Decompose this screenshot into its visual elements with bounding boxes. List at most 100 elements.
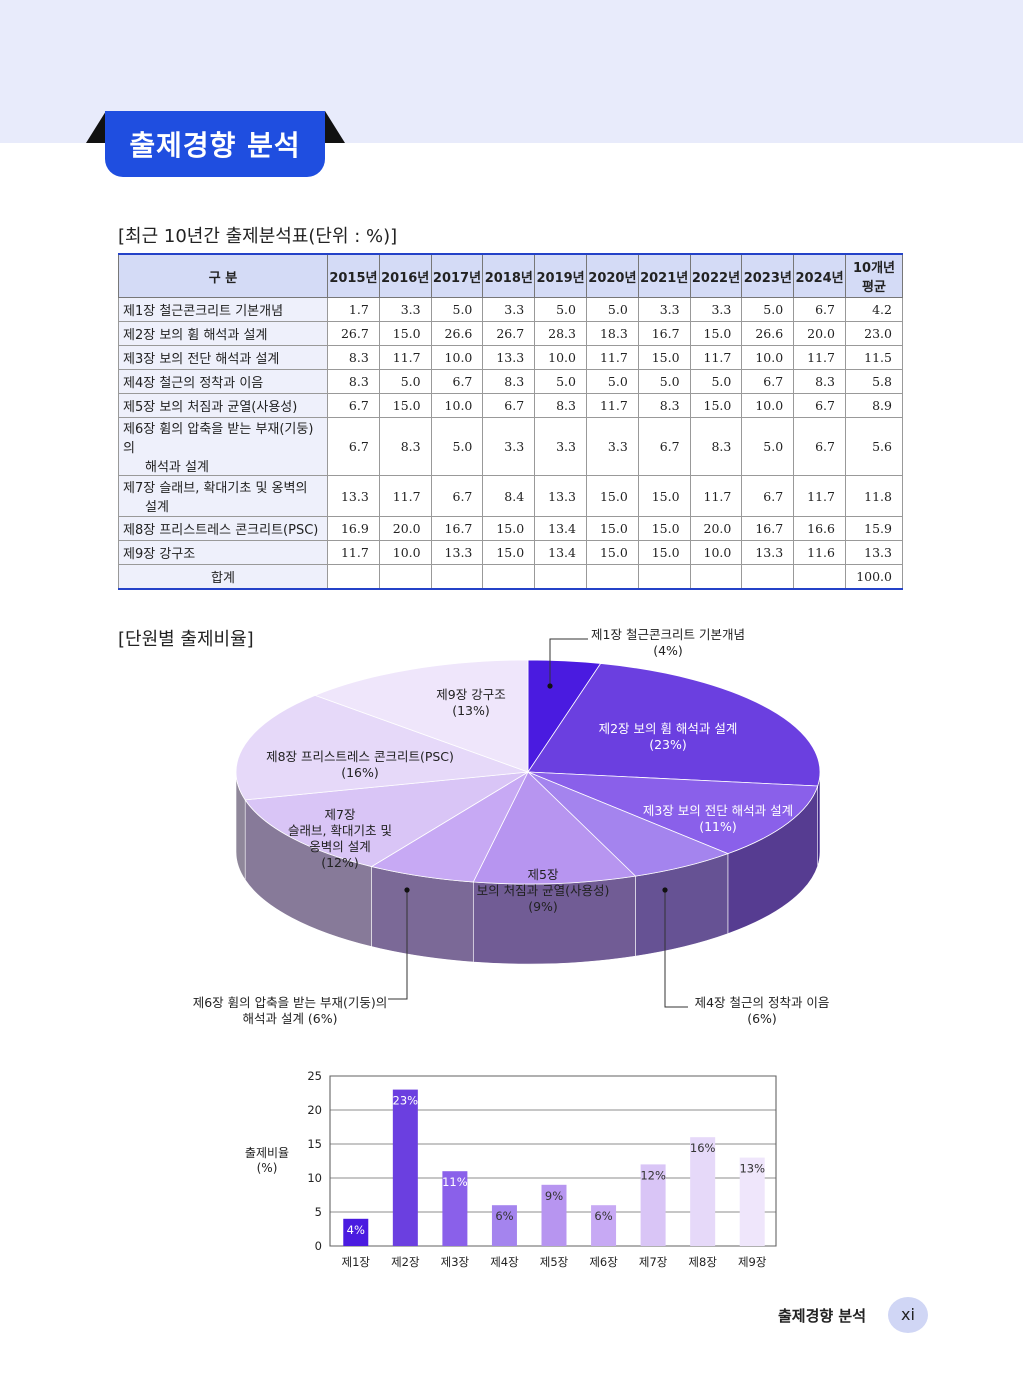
table-cell: 6.7	[637, 417, 691, 476]
table-cell: 15.0	[637, 345, 691, 370]
table-cell: 10.0	[430, 345, 484, 370]
table-row: 제8장 프리스트레스 콘크리트(PSC) 16.9 20.0 16.7 15.0 13.4…	[118, 516, 903, 541]
table-cell-empty	[327, 564, 380, 590]
bar	[392, 1089, 418, 1246]
table-cell: 3.3	[482, 297, 536, 322]
pie-chart: 제1장 철근콘크리트 기본개념(4%) 제2장 보의 휨 해석과 설계(23%) 제…	[193, 627, 830, 1026]
table-cell: 6.7	[430, 369, 484, 394]
table-cell: 15.0	[585, 540, 639, 565]
table-cell: 28.3	[534, 321, 587, 346]
table-cell-empty	[689, 564, 743, 590]
row-label-line1: 제9장 강구조	[123, 547, 196, 562]
bar-data-label: 16%	[690, 1141, 716, 1155]
table-cell: 6.7	[327, 417, 380, 476]
table-cell: 11.7	[793, 475, 846, 517]
row-label: 제7장 슬래브, 확대기초 및 옹벽의 설계	[118, 475, 328, 517]
table-cell: 26.7	[482, 321, 536, 346]
table-cell: 8.3	[534, 393, 587, 418]
pie-leader-line	[549, 638, 588, 686]
table-cell: 10.0	[378, 540, 432, 565]
table-head-year: 2017년	[430, 253, 484, 298]
bar-data-label: 6%	[594, 1209, 612, 1223]
bar-data-label: 6%	[495, 1209, 513, 1223]
total-label: 합계	[118, 564, 328, 590]
y-tick-label: 10	[307, 1171, 322, 1185]
table-row: 제5장 보의 처짐과 균열(사용성) 6.7 15.0 10.0 6.7 8.3 11.7 8…	[118, 393, 903, 418]
x-tick-label: 제2장	[391, 1255, 420, 1269]
pie-slice-label: (11%)	[699, 819, 737, 834]
table-cell: 15.0	[585, 516, 639, 541]
table-head-year: 2016년	[378, 253, 432, 298]
table-cell: 11.7	[689, 345, 743, 370]
table-cell-empty	[430, 564, 484, 590]
x-tick-label: 제8장	[688, 1255, 717, 1269]
pie-slice	[314, 659, 529, 773]
pie-slice-label: 제2장 보의 휨 해석과 설계	[599, 721, 738, 736]
y-tick-label: 0	[315, 1239, 322, 1253]
table-cell: 13.3	[534, 475, 587, 517]
pie-slice-label: 제4장 철근의 정착과 이음	[695, 995, 830, 1010]
table-cell: 3.3	[378, 297, 432, 322]
table-row: 제2장 보의 휨 해석과 설계 26.7 15.0 26.6 26.7 28.3 18.3 1…	[118, 321, 903, 346]
row-label-line1: 제2장 보의 휨 해석과 설계	[123, 328, 268, 343]
table-cell: 5.6	[845, 417, 903, 476]
row-label-line1: 제1장 철근콘크리트 기본개념	[123, 304, 284, 319]
total-value: 100.0	[845, 564, 903, 590]
table-head-year: 2021년	[637, 253, 691, 298]
pie-leader-line	[388, 890, 408, 1000]
pie-slice	[472, 771, 637, 885]
table-cell: 13.3	[845, 540, 903, 565]
table-cell: 11.7	[585, 345, 639, 370]
y-tick-label: 25	[307, 1069, 322, 1083]
table-cell: 3.3	[585, 417, 639, 476]
table-cell: 15.0	[689, 321, 743, 346]
pie-slice-label: 슬래브, 확대기초 및	[288, 823, 392, 838]
pie-leader-dot	[662, 887, 668, 893]
pie-slice	[244, 771, 529, 867]
pie-slice-label: 제7장	[325, 807, 356, 822]
table-cell: 11.7	[378, 475, 432, 517]
pie-slice	[235, 694, 529, 801]
table-head-average: 10개년 평균	[845, 253, 903, 298]
table-cell: 11.7	[327, 540, 380, 565]
table-cell-empty	[741, 564, 795, 590]
table-cell: 18.3	[585, 321, 639, 346]
bar	[640, 1164, 666, 1246]
table-cell: 8.3	[689, 417, 743, 476]
pie-slice-label: 제5장	[528, 867, 559, 882]
table-head-year: 2020년	[585, 253, 639, 298]
table-cell: 15.0	[637, 516, 691, 541]
bar-data-label: 9%	[545, 1189, 563, 1203]
table-section-title: [최근 10년간 출제분석표(단위 : %)]	[118, 226, 398, 247]
table-cell: 3.3	[534, 417, 587, 476]
avg-head-line1: 10개년	[852, 261, 895, 276]
pie-slice	[527, 663, 821, 787]
pie-slice	[527, 771, 819, 855]
table-cell-empty	[534, 564, 587, 590]
bar-data-label: 4%	[347, 1223, 365, 1237]
x-tick-label: 제4장	[490, 1255, 519, 1269]
row-label-line1: 제3장 보의 전단 해석과 설계	[123, 352, 280, 367]
table-cell: 20.0	[793, 321, 846, 346]
bar-chart: 0 5 10 15 20 25 출제비율(%) 4% 제1장 23% 제2장 11% 제3장 6% 제4장 9…	[245, 1069, 777, 1269]
table-cell: 13.3	[741, 540, 795, 565]
row-label: 제4장 철근의 정착과 이음	[118, 369, 328, 394]
y-axis-label: (%)	[257, 1161, 278, 1175]
table-cell: 8.3	[327, 345, 380, 370]
row-label: 제8장 프리스트레스 콘크리트(PSC)	[118, 516, 328, 541]
table-cell: 15.0	[637, 540, 691, 565]
pie-slice-label: 보의 처짐과 균열(사용성)	[477, 883, 610, 898]
table-cell: 11.7	[378, 345, 432, 370]
table-head-category: 구 분	[118, 253, 328, 298]
pie-slice-label: 제8장 프리스트레스 콘크리트(PSC)	[266, 749, 454, 764]
badge-right-corner	[325, 111, 345, 143]
table-cell: 15.0	[689, 393, 743, 418]
table-cell: 16.7	[430, 516, 484, 541]
row-label-line1: 제7장 슬래브, 확대기초 및 옹벽의	[123, 481, 308, 496]
table-cell: 15.0	[637, 475, 691, 517]
table-cell: 11.7	[689, 475, 743, 517]
table-cell: 6.7	[793, 417, 846, 476]
table-cell: 3.3	[482, 417, 536, 476]
table-cell: 5.0	[585, 369, 639, 394]
table-cell: 6.7	[741, 369, 795, 394]
